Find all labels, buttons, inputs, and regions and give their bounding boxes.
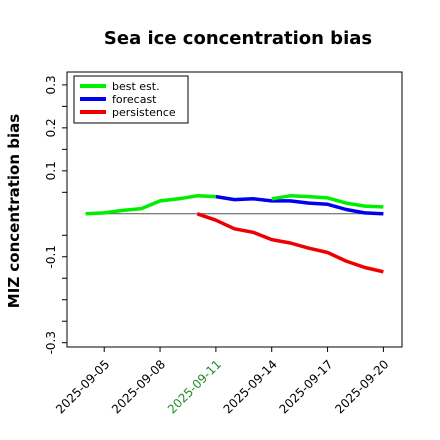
y-axis-label: MIZ concentration bias [5,114,23,308]
legend-entry: forecast [112,93,157,106]
y-tick-label: 0.2 [44,118,58,137]
y-tick-label: -0.3 [44,331,58,354]
legend-entry: best est. [112,80,160,93]
series-line-forecast [215,194,384,216]
x-tick-label: 2025-09-11 [165,357,224,416]
x-tick-label: 2025-09-17 [276,357,335,416]
chart-title: Sea ice concentration bias [104,28,372,49]
y-tick-label: 0.1 [44,161,58,180]
series-line-best-est [85,194,216,216]
series-line-persistence [196,212,384,274]
y-tick-label: -0.1 [44,245,58,268]
x-tick-label: 2025-09-08 [109,357,168,416]
series-line-series-3 [271,194,384,209]
plot-area [66,71,403,348]
legend-entry: persistence [112,106,176,119]
x-tick-label: 2025-09-20 [332,357,391,416]
x-tick-label: 2025-09-05 [53,357,112,416]
y-tick-label: 0.3 [44,75,58,94]
x-tick-label: 2025-09-14 [221,357,280,416]
